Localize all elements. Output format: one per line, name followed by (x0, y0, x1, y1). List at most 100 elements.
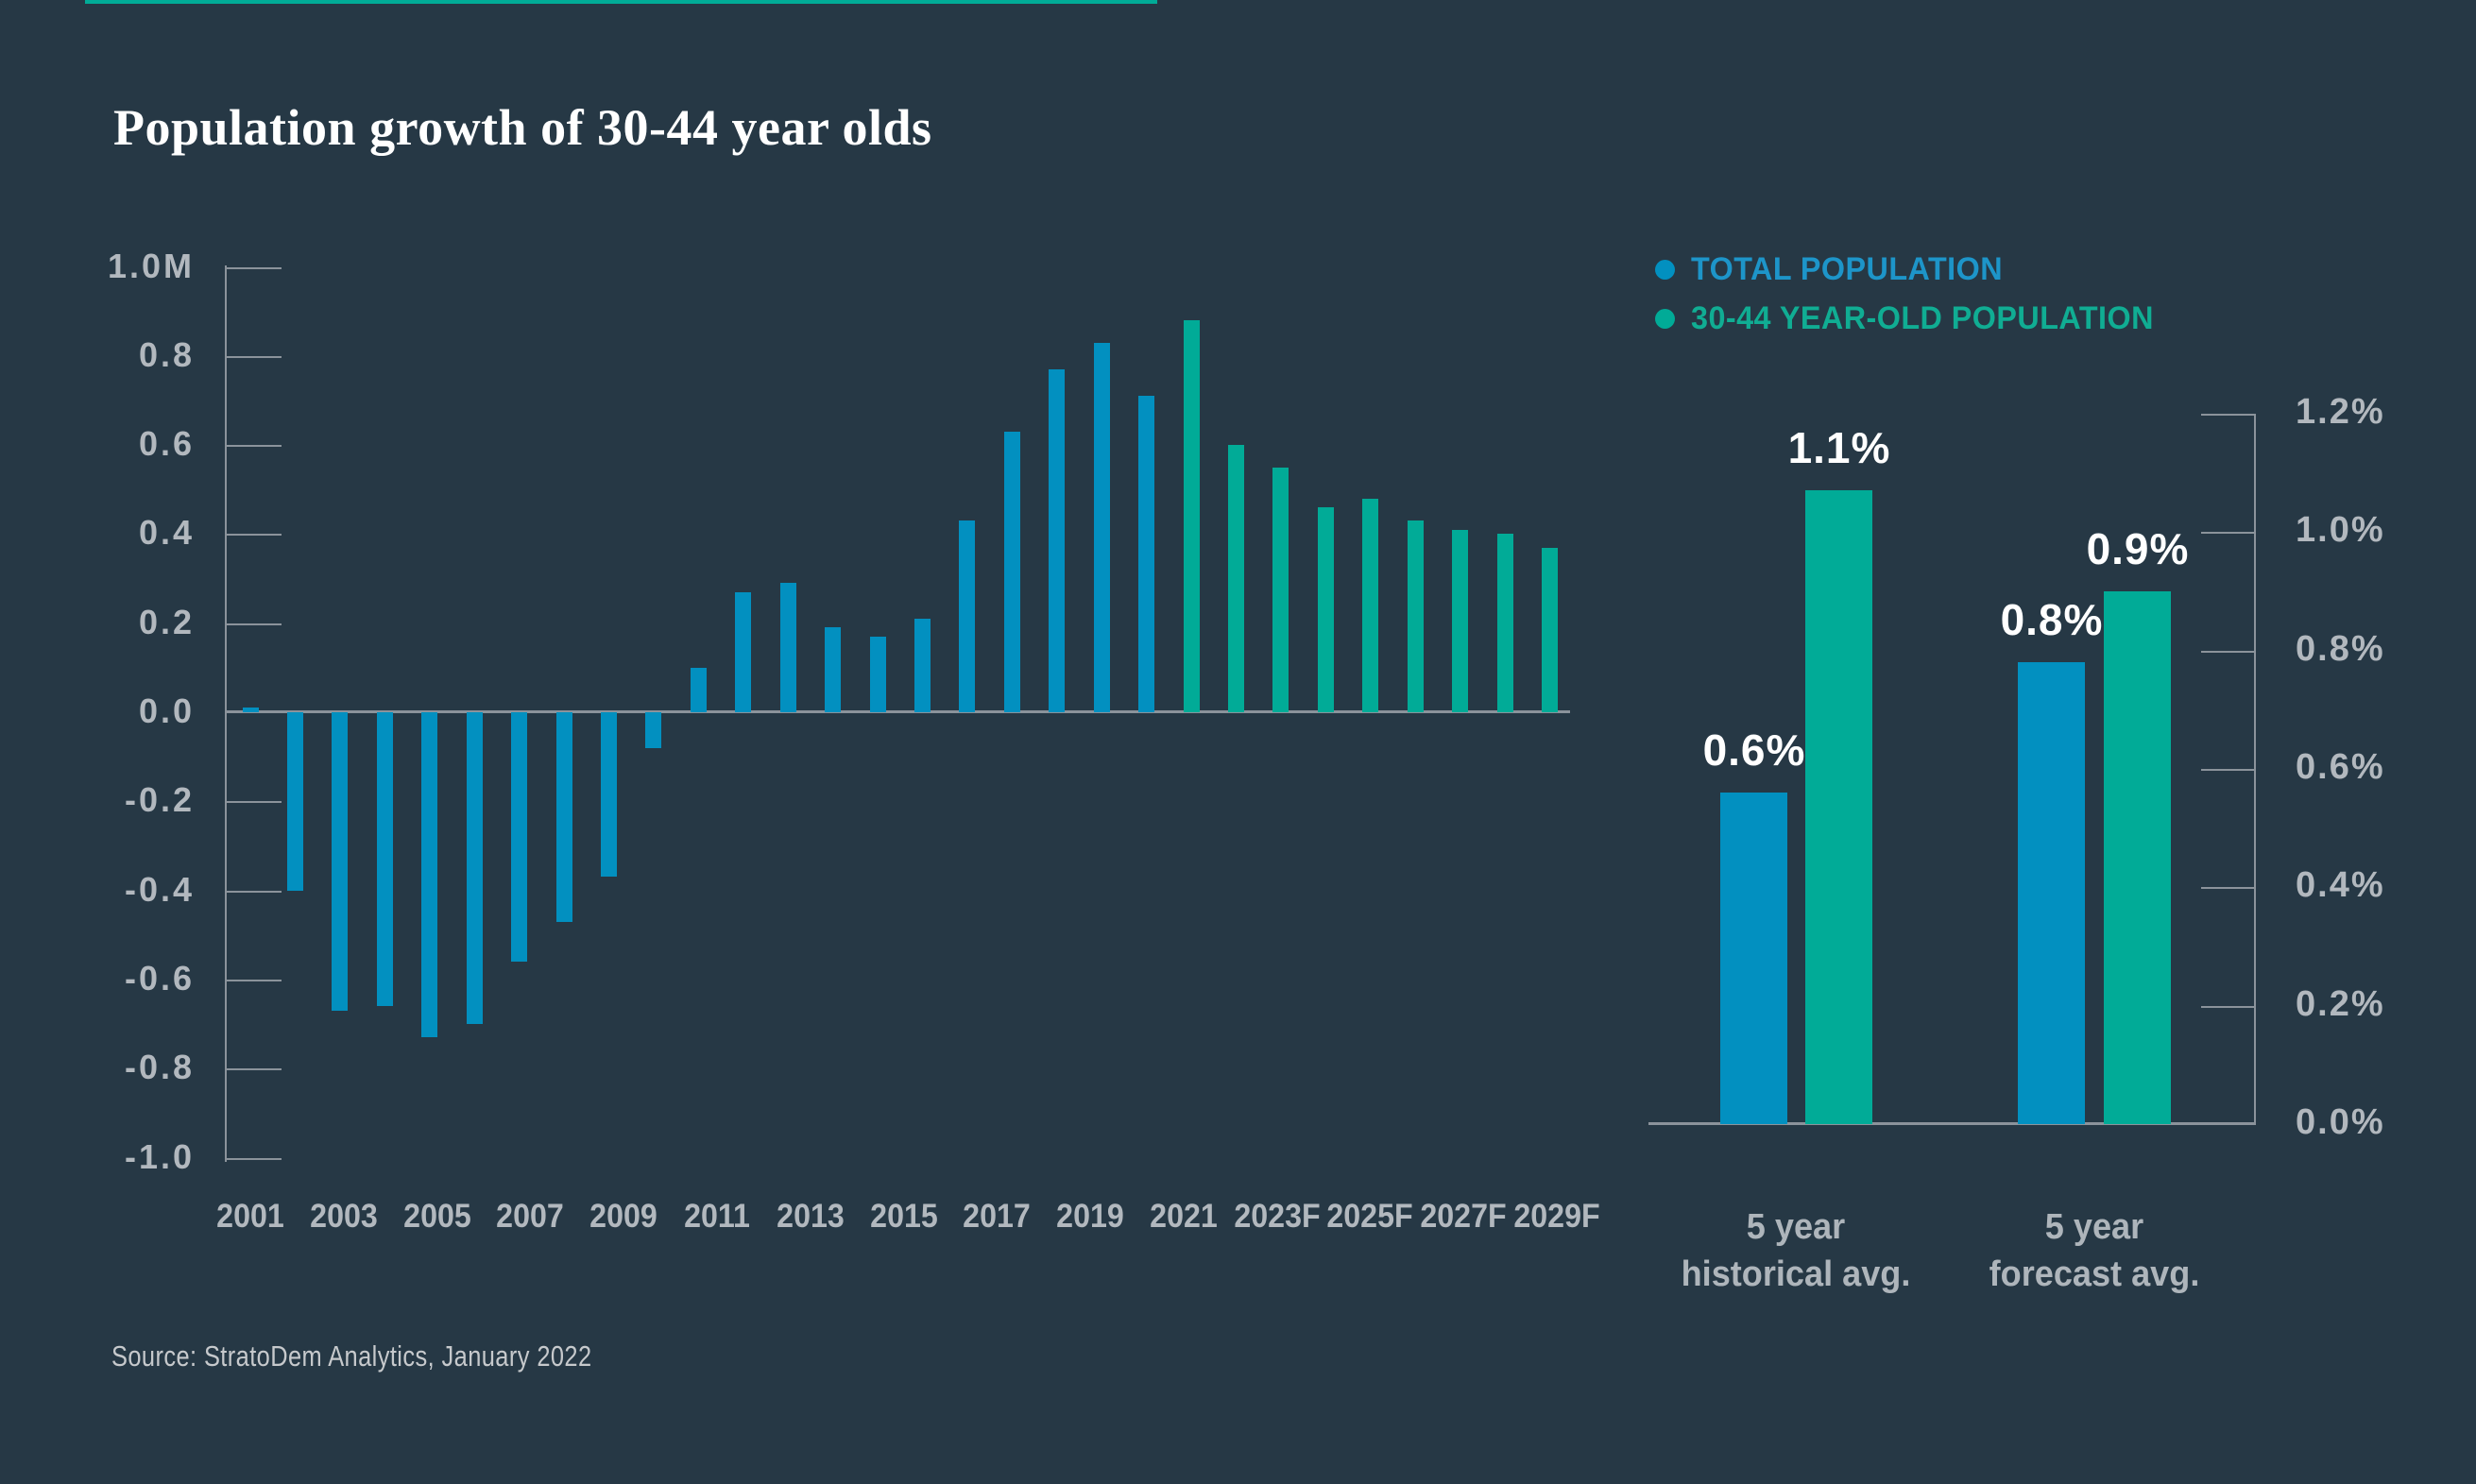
left-x-tick-label-2017: 2017 (963, 1198, 1031, 1235)
year-bar-2017 (959, 520, 975, 712)
left-y-tick-label: -0.2 (124, 780, 195, 819)
year-bar-2001 (243, 708, 259, 712)
year-bar-2028 (1452, 530, 1468, 712)
chart-legend: TOTAL POPULATION 30-44 YEAR-OLD POPULATI… (1655, 251, 2178, 350)
left-x-tick-label-2029F: 2029F (1513, 1198, 1600, 1235)
avg-bar-value-label: 0.6% (1702, 725, 1806, 775)
left-y-tick-label: -0.4 (124, 870, 195, 909)
year-bar-2004 (377, 712, 393, 1006)
year-bar-2020 (1094, 343, 1110, 712)
left-y-tick (227, 445, 282, 447)
left-y-tick (227, 1158, 282, 1160)
left-x-tick-label-2003: 2003 (310, 1198, 378, 1235)
year-bar-2016 (914, 619, 931, 712)
year-bar-2014 (825, 627, 841, 712)
left-x-tick-label-2021: 2021 (1150, 1198, 1218, 1235)
right-y-tick-label: 0.6% (2296, 747, 2385, 787)
category-label-line: historical avg. (1681, 1254, 1911, 1294)
right-y-tick (2201, 887, 2254, 889)
year-bar-2005 (421, 712, 437, 1037)
left-x-tick-label-2025F: 2025F (1326, 1198, 1413, 1235)
year-bar-2021 (1138, 396, 1154, 712)
left-x-tick-label-2019: 2019 (1056, 1198, 1124, 1235)
year-bar-2018 (1004, 432, 1020, 712)
left-y-tick (227, 623, 282, 625)
right-y-tick-label: 0.8% (2296, 629, 2385, 669)
left-y-tick-label: 0.2 (138, 603, 195, 641)
left-x-tick-label-2009: 2009 (589, 1198, 657, 1235)
right-y-tick-label: 0.2% (2296, 984, 2385, 1024)
category-label-historical: 5 year historical avg. (1608, 1203, 1985, 1298)
legend-item-total-population: TOTAL POPULATION (1655, 251, 2178, 288)
year-bar-2025 (1318, 507, 1334, 712)
year-bar-2002 (287, 712, 303, 891)
left-y-tick-label: 0.4 (138, 513, 195, 552)
left-y-tick-label: -0.8 (124, 1048, 195, 1086)
left-x-tick-label-2027F: 2027F (1420, 1198, 1507, 1235)
year-bar-2011 (691, 668, 707, 712)
left-y-tick (227, 980, 282, 981)
right-y-tick (2201, 414, 2254, 416)
right-zero-baseline (1648, 1122, 2256, 1125)
legend-label-30-44-population: 30-44 YEAR-OLD POPULATION (1691, 300, 2154, 336)
left-x-tick-label-2001: 2001 (216, 1198, 284, 1235)
year-bar-2013 (780, 583, 796, 712)
left-x-tick-label-2007: 2007 (496, 1198, 564, 1235)
avg-bar-value-label: 0.8% (2000, 595, 2104, 644)
legend-dot-blue-icon (1655, 260, 1675, 280)
avg-bar-total-historical (1720, 793, 1787, 1124)
year-bar-2015 (870, 637, 886, 712)
right-y-axis-line (2254, 414, 2256, 1124)
left-y-tick (227, 1068, 282, 1070)
avg-bar-total-forecast (2018, 662, 2085, 1124)
year-bar-2022 (1184, 320, 1200, 712)
year-bar-2008 (556, 712, 572, 922)
left-y-tick (227, 267, 282, 269)
avg-bar-value-label: 1.1% (1787, 423, 1891, 472)
right-y-tick-label: 1.0% (2296, 510, 2385, 550)
left-y-tick (227, 534, 282, 536)
year-bar-2029 (1497, 534, 1513, 712)
left-y-tick-label: -0.6 (124, 959, 195, 998)
left-zero-baseline (225, 710, 1570, 713)
left-x-tick-label-2011: 2011 (684, 1198, 750, 1235)
left-x-tick-label-2005: 2005 (403, 1198, 471, 1235)
left-y-axis-line (225, 265, 227, 1162)
left-y-tick-label: 0.0 (138, 691, 195, 730)
left-x-tick-label-2015: 2015 (870, 1198, 938, 1235)
page-title: Population growth of 30-44 year olds (113, 99, 932, 156)
avg-bar-30-44-forecast (2104, 591, 2171, 1124)
year-bar-2003 (332, 712, 348, 1011)
year-bar-2009 (601, 712, 617, 877)
year-bar-2007 (511, 712, 527, 962)
left-y-tick (227, 801, 282, 803)
right-y-tick-label: 1.2% (2296, 392, 2385, 432)
right-y-tick (2201, 769, 2254, 771)
year-bar-2006 (467, 712, 483, 1024)
legend-label-total-population: TOTAL POPULATION (1691, 251, 2004, 287)
category-label-line: forecast avg. (1989, 1254, 2200, 1294)
year-bar-2027 (1408, 520, 1424, 712)
year-bar-2010 (645, 712, 661, 748)
year-bar-2026 (1362, 499, 1378, 712)
left-y-tick-label: 1.0M (107, 247, 195, 285)
left-y-tick-label: -1.0 (124, 1137, 195, 1176)
year-bar-2012 (735, 592, 751, 712)
year-bar-2019 (1049, 369, 1065, 712)
right-y-tick (2201, 651, 2254, 653)
right-y-tick (2201, 1006, 2254, 1008)
category-label-forecast: 5 year forecast avg. (1906, 1203, 2283, 1298)
legend-dot-teal-icon (1655, 309, 1675, 329)
avg-bar-value-label: 0.9% (2086, 524, 2190, 573)
left-y-tick (227, 356, 282, 358)
left-x-tick-label-2023F: 2023F (1234, 1198, 1321, 1235)
source-note: Source: StratoDem Analytics, January 202… (111, 1339, 592, 1373)
left-y-tick (227, 891, 282, 893)
year-bar-2024 (1272, 468, 1289, 712)
right-y-tick-label: 0.4% (2296, 865, 2385, 905)
left-x-tick-label-2013: 2013 (777, 1198, 845, 1235)
top-accent-bar (85, 0, 1157, 4)
right-y-tick-label: 0.0% (2296, 1102, 2385, 1142)
right-y-tick (2201, 532, 2254, 534)
legend-item-30-44-population: 30-44 YEAR-OLD POPULATION (1655, 300, 2178, 337)
